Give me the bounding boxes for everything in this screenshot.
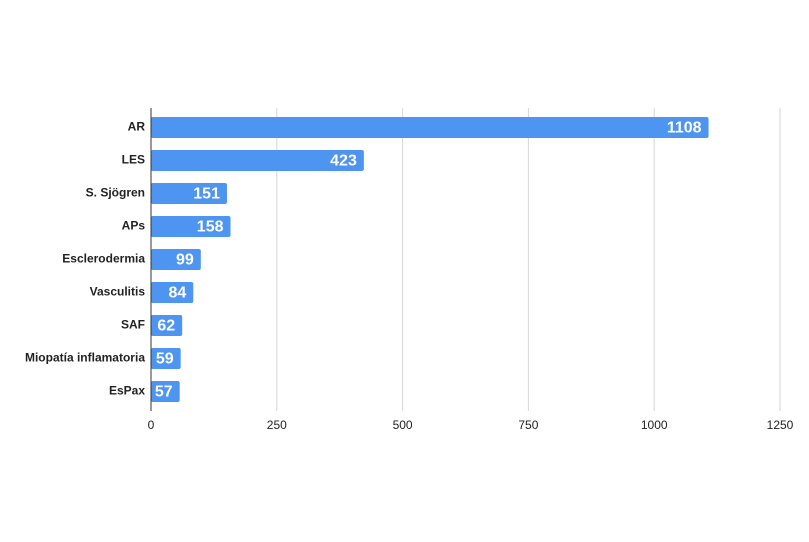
bar: [151, 282, 194, 303]
y-tick-label: APs: [122, 219, 146, 233]
x-tick-label: 1000: [641, 418, 668, 432]
x-tick-label: 750: [518, 418, 538, 432]
x-tick-label: 1250: [767, 418, 794, 432]
y-tick-label: AR: [128, 120, 146, 134]
bar: [151, 183, 227, 204]
data-label: 151: [193, 186, 220, 203]
data-label: 62: [157, 318, 175, 335]
y-tick-label: Vasculitis: [90, 285, 146, 299]
bar: [151, 249, 201, 270]
y-tick-label: Esclerodermia: [62, 252, 145, 266]
data-label: 1108: [667, 120, 702, 137]
data-label: 84: [168, 285, 186, 302]
bar: [151, 150, 364, 171]
data-label: 158: [197, 219, 224, 236]
y-tick-label: EsPax: [109, 384, 145, 398]
y-tick-label: LES: [122, 153, 145, 167]
y-tick-label: S. Sjögren: [86, 186, 145, 200]
bar: [151, 381, 180, 402]
y-tick-label: SAF: [121, 318, 145, 332]
data-label: 99: [176, 252, 194, 269]
bar: [151, 315, 183, 336]
x-tick-label: 250: [267, 418, 287, 432]
x-tick-label: 500: [393, 418, 413, 432]
bar: [151, 348, 181, 369]
x-tick-label: 0: [148, 418, 155, 432]
data-label: 423: [330, 153, 357, 170]
bar: [151, 216, 231, 237]
y-tick-label: Miopatía inflamatoria: [25, 351, 145, 365]
bar: [151, 117, 709, 138]
data-label: 59: [156, 351, 174, 368]
data-label: 57: [155, 384, 173, 401]
